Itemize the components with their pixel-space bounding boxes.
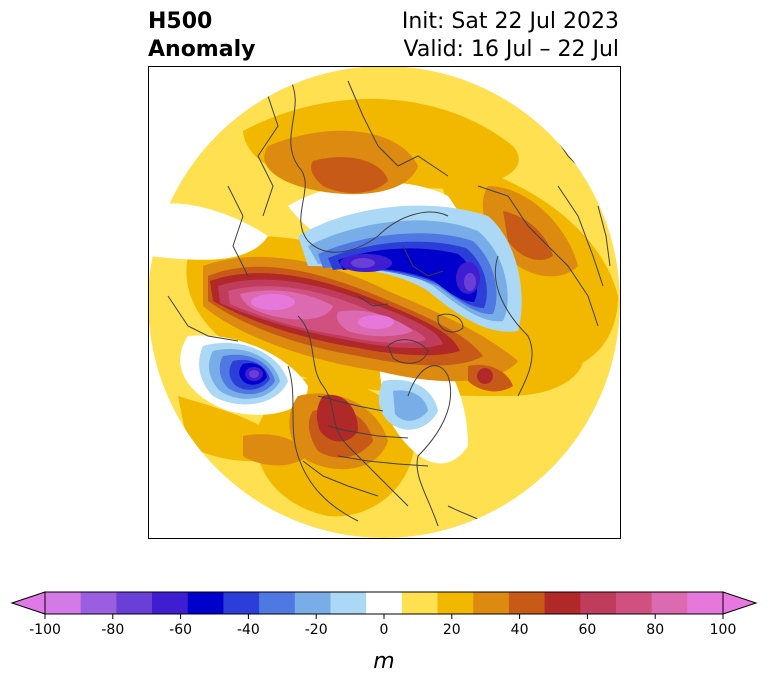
colorbar-cell: [294, 592, 331, 614]
colorbar-tick-label: 100: [710, 622, 737, 638]
colorbar-tick-label: -100: [29, 622, 61, 638]
colorbar-cell: [330, 592, 367, 614]
colorbar-cell: [187, 592, 224, 614]
title-field-type: Anomaly: [148, 37, 256, 62]
colorbar-cell: [473, 592, 510, 614]
colorbar-unit-label: m: [373, 649, 394, 674]
map-frame: [148, 66, 621, 539]
colorbar-tick-label: -40: [237, 622, 260, 638]
colorbar-cell: [401, 592, 439, 614]
colorbar-cells: [45, 592, 724, 614]
colorbar-ticks: -100 -80 -60 -40 -20 0 20 40 60 80 100: [29, 614, 736, 638]
colorbar-over-arrow: [722, 591, 758, 615]
anomaly-contours-90: [251, 294, 394, 329]
colorbar: -100 -80 -60 -40 -20 0 20 40 60 80 100 m: [10, 591, 758, 674]
colorbar-tick-label: -80: [101, 622, 124, 638]
title-variable: H500: [148, 9, 213, 34]
colorbar-tick-label: 0: [380, 622, 389, 638]
coastlines: [167, 75, 611, 537]
colorbar-cell: [544, 592, 581, 614]
colorbar-cell: [366, 592, 403, 614]
colorbar-tick-label: 20: [443, 622, 461, 638]
colorbar-cell: [45, 592, 82, 614]
colorbar-cell: [116, 592, 153, 614]
title-right: Init: Sat 22 Jul 2023 Valid: 16 Jul – 22…: [402, 8, 619, 64]
colorbar-tick-label: 80: [646, 622, 664, 638]
anomaly-contours-minus70: [249, 258, 476, 378]
valid-range: Valid: 16 Jul – 22 Jul: [403, 37, 619, 62]
colorbar-tick-label: 60: [578, 622, 596, 638]
colorbar-cell: [223, 592, 260, 614]
colorbar-tick-label: -20: [305, 622, 328, 638]
colorbar-cell: [508, 592, 546, 614]
colorbar-cell: [437, 592, 474, 614]
init-time: Init: Sat 22 Jul 2023: [401, 9, 619, 34]
title-left: H500 Anomaly: [148, 8, 255, 64]
colorbar-cell: [259, 592, 296, 614]
colorbar-cell: [80, 592, 117, 614]
colorbar-cell: [580, 592, 617, 614]
colorbar-under-arrow: [10, 591, 46, 615]
anomaly-map: [148, 66, 621, 539]
colorbar-cell: [615, 592, 653, 614]
colorbar-cell: [152, 592, 189, 614]
colorbar-cell: [687, 592, 724, 614]
colorbar-tick-label: -60: [169, 622, 192, 638]
colorbar-cell: [651, 592, 688, 614]
colorbar-tick-label: 40: [511, 622, 529, 638]
